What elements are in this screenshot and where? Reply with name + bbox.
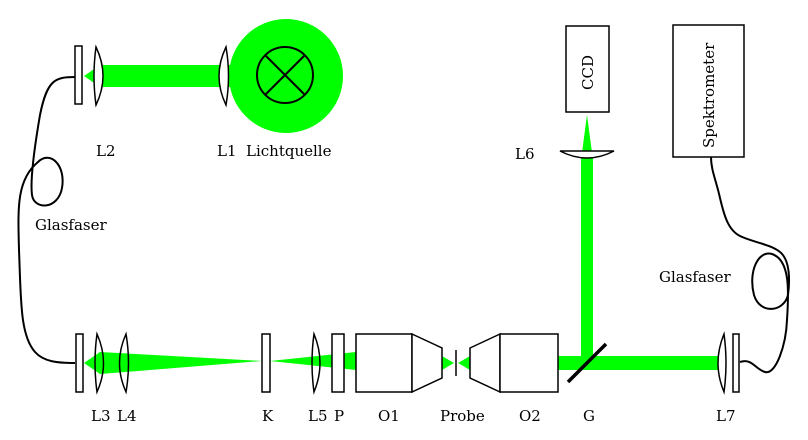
label-glasfaser-left: Glasfaser xyxy=(35,216,107,234)
beam-sample-out xyxy=(458,356,470,370)
beam-vertical xyxy=(581,115,593,363)
fiber-coupler-bottom xyxy=(75,333,84,393)
lens-l7 xyxy=(717,331,727,395)
label-l6: L6 xyxy=(515,145,535,163)
label-g: G xyxy=(583,407,595,425)
beam-splitter-g xyxy=(566,342,608,384)
polarizer-p xyxy=(331,333,345,393)
label-o2: O2 xyxy=(519,407,541,425)
fiber-coupler-top xyxy=(74,45,83,105)
label-spektrometer: Spektrometer xyxy=(700,42,718,148)
objective-o1 xyxy=(355,332,443,394)
beam-top xyxy=(100,65,230,87)
label-l1: L1 xyxy=(217,142,237,160)
beam-sample-in xyxy=(442,356,454,370)
lamp-cross-icon xyxy=(256,46,314,104)
beam-bottom-left xyxy=(84,352,262,374)
lens-l6 xyxy=(559,150,615,159)
lens-l3 xyxy=(94,331,105,395)
label-l5: L5 xyxy=(308,407,328,425)
label-l4: L4 xyxy=(117,407,137,425)
spectrometer-box xyxy=(672,24,745,158)
ccd-box xyxy=(565,25,610,113)
label-o1: O1 xyxy=(378,407,400,425)
label-l7: L7 xyxy=(716,407,736,425)
fiber-right xyxy=(710,156,790,374)
fiber-left xyxy=(17,76,76,364)
objective-o2 xyxy=(469,332,559,394)
beam-bottom-right xyxy=(556,356,724,370)
label-probe: Probe xyxy=(440,407,485,425)
label-glasfaser-right: Glasfaser xyxy=(659,268,731,286)
lens-l2 xyxy=(93,44,104,108)
fiber-coupler-right xyxy=(732,333,740,393)
label-l3: L3 xyxy=(91,407,111,425)
label-k: K xyxy=(262,407,274,425)
collimator-k xyxy=(261,333,271,393)
label-p: P xyxy=(334,407,344,425)
lens-l1 xyxy=(218,44,230,108)
lens-l4 xyxy=(118,331,130,395)
label-lichtquelle: Lichtquelle xyxy=(246,142,332,160)
label-ccd: CCD xyxy=(579,55,597,90)
lens-l5 xyxy=(311,331,321,395)
label-l2: L2 xyxy=(96,142,116,160)
